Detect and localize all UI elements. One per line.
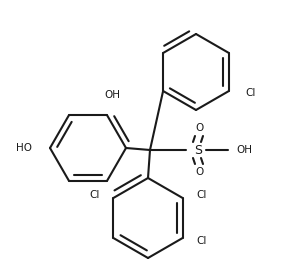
Text: O: O	[196, 123, 204, 133]
Text: S: S	[194, 144, 202, 156]
Text: HO: HO	[16, 143, 32, 153]
Text: Cl: Cl	[89, 190, 99, 200]
Text: OH: OH	[236, 145, 252, 155]
Text: Cl: Cl	[197, 236, 207, 246]
Text: Cl: Cl	[245, 88, 255, 98]
Text: OH: OH	[104, 90, 120, 100]
Text: O: O	[196, 167, 204, 177]
Text: Cl: Cl	[197, 190, 207, 200]
